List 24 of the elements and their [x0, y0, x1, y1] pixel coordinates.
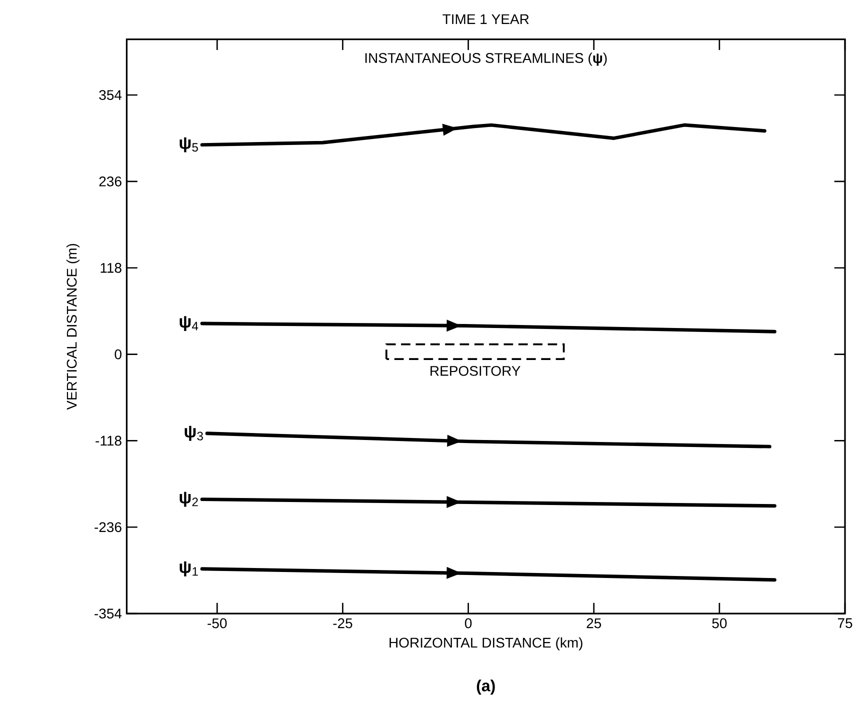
x-tick-label: 50	[712, 618, 727, 628]
annotation: INSTANTANEOUS STREAMLINES (ψ)	[365, 52, 607, 66]
y-tick-label: 236	[99, 176, 122, 187]
text: (a)	[476, 680, 495, 695]
x-tick-label: -50	[208, 618, 227, 628]
y-tick-label: -118	[96, 436, 122, 446]
y-tick-label: 354	[99, 90, 122, 100]
series-label: ψ$_{3}$	[184, 426, 203, 442]
x-axis-title: HORIZONTAL DISTANCE (km)	[390, 638, 582, 651]
y-tick-label: -354	[94, 608, 122, 619]
annotation: REPOSITORY	[430, 366, 520, 376]
series-label: ψ$_{5}$	[180, 138, 198, 152]
y-tick-label: -236	[94, 522, 122, 532]
series-label: ψ$_{4}$	[180, 316, 198, 332]
series-label: ψ$_{1}$	[180, 562, 198, 577]
series-label: ψ$_{2}$	[180, 492, 198, 507]
x-tick-label: 75	[838, 618, 852, 628]
x-tick-label: 0	[464, 618, 472, 628]
x-tick-label: -25	[333, 618, 352, 628]
y-tick-label: 118	[100, 263, 122, 274]
x-tick-label: 25	[586, 618, 602, 628]
y-axis-title: VERTICAL DISTANCE (m)	[66, 244, 80, 410]
chart-title: TIME 1 YEAR	[442, 14, 529, 24]
y-tick-label: 0	[114, 350, 122, 360]
